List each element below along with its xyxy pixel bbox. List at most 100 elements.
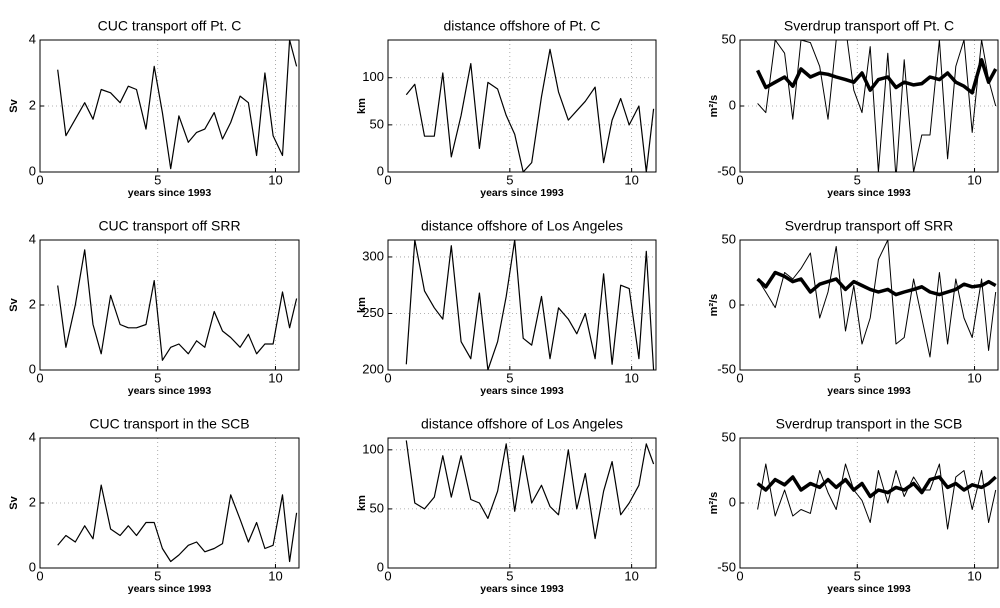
chart-title: CUC transport in the SCB [89, 416, 249, 432]
x-tick-label: 5 [854, 172, 861, 187]
y-tick-label: 50 [722, 429, 736, 444]
y-tick-label: 300 [362, 248, 384, 263]
subplot: 0 2 4 0 5 10 CUC transport in the SCB years sin… [8, 416, 300, 595]
axes-frame [739, 39, 999, 173]
x-tick-label: 10 [967, 568, 981, 583]
chart-title: distance offshore of Los Angeles [421, 416, 623, 432]
y-axis-label: Sv [8, 495, 20, 509]
x-axis-label: years since 1993 [480, 583, 564, 595]
data-line [757, 463, 997, 530]
x-axis-label: years since 1993 [827, 385, 911, 397]
x-tick-label: 10 [624, 172, 638, 187]
x-axis-label: years since 1993 [827, 187, 911, 199]
plot-area [388, 40, 656, 172]
plot-area [388, 438, 656, 568]
y-tick-label: 0 [377, 559, 384, 574]
y-axis-label: km [356, 495, 368, 511]
x-tick-label: 0 [384, 172, 391, 187]
x-tick-label: 5 [154, 172, 161, 187]
x-axis-label: years since 1993 [128, 187, 212, 199]
chart-title: distance offshore of Pt. C [444, 18, 601, 34]
x-tick-label: 10 [624, 370, 638, 385]
y-tick-label: 2 [29, 97, 36, 112]
y-tick-label: 0 [729, 296, 736, 311]
y-tick-label: 0 [729, 97, 736, 112]
data-line [757, 40, 997, 172]
x-tick-label: 10 [624, 568, 638, 583]
axes-frame [387, 39, 657, 173]
chart-title: distance offshore of Los Angeles [421, 218, 623, 234]
y-tick-label: 100 [362, 69, 384, 84]
x-tick-label: 0 [736, 370, 743, 385]
x-tick-label: 5 [854, 370, 861, 385]
y-tick-label: 4 [29, 429, 36, 444]
y-tick-label: 0 [377, 163, 384, 178]
axes-frame [387, 239, 657, 371]
x-tick-label: 5 [154, 370, 161, 385]
y-tick-label: 50 [370, 116, 384, 131]
subplot: 0 50 100 0 5 10 distance offshore of Los Angel… [356, 416, 657, 595]
x-axis-label: years since 1993 [480, 187, 564, 199]
x-tick-label: 5 [506, 370, 513, 385]
data-line [756, 475, 997, 499]
chart-title: Sverdrup transport off SRR [785, 218, 954, 234]
x-axis-label: years since 1993 [827, 583, 911, 595]
y-axis-label: m²/s [708, 95, 720, 118]
y-tick-label: 2 [29, 494, 36, 509]
chart-title: Sverdrup transport off Pt. C [784, 18, 954, 34]
x-axis-label: years since 1993 [480, 385, 564, 397]
y-tick-label: 250 [362, 305, 384, 320]
x-tick-label: 0 [36, 172, 43, 187]
x-tick-label: 0 [36, 568, 43, 583]
y-axis-label: m²/s [708, 294, 720, 317]
axes-frame [39, 39, 300, 173]
y-tick-label: 50 [722, 231, 736, 246]
data-line [57, 484, 298, 563]
y-tick-label: -50 [717, 163, 736, 178]
plot-area [40, 438, 299, 568]
x-tick-label: 0 [384, 370, 391, 385]
x-tick-label: 5 [506, 172, 513, 187]
y-tick-label: -50 [717, 559, 736, 574]
axes-frame [39, 437, 300, 569]
y-axis-label: Sv [8, 297, 20, 311]
x-tick-label: 10 [268, 172, 282, 187]
y-tick-label: 0 [29, 163, 36, 178]
y-axis-label: Sv [8, 98, 20, 112]
y-tick-label: 50 [722, 31, 736, 46]
chart-title: CUC transport off SRR [98, 218, 240, 234]
plot-area [388, 240, 656, 370]
x-axis-label: years since 1993 [128, 385, 212, 397]
axes-frame [39, 239, 300, 371]
y-tick-label: 50 [370, 500, 384, 515]
data-line [405, 440, 655, 540]
x-tick-label: 5 [854, 568, 861, 583]
y-tick-label: 0 [29, 361, 36, 376]
x-axis-label: years since 1993 [128, 583, 212, 595]
y-axis-label: km [356, 297, 368, 313]
axes-frame [739, 437, 999, 569]
x-tick-label: 0 [384, 568, 391, 583]
x-tick-label: 0 [36, 370, 43, 385]
y-tick-label: 100 [362, 441, 384, 456]
subplot: 0 2 4 0 5 10 CUC transport off Pt. C years sinc… [8, 18, 300, 199]
x-tick-label: 10 [268, 370, 282, 385]
y-tick-label: 2 [29, 296, 36, 311]
x-tick-label: 10 [268, 568, 282, 583]
subplot: 0 2 4 0 5 10 CUC transport off SRR years since … [8, 218, 300, 397]
y-tick-label: 0 [729, 494, 736, 509]
x-tick-label: 5 [506, 568, 513, 583]
subplot: 200 250 300 0 5 10 distance offshore of Los An… [356, 218, 657, 397]
x-tick-label: 0 [736, 172, 743, 187]
data-line [405, 48, 655, 172]
x-tick-label: 10 [967, 172, 981, 187]
y-axis-label: km [356, 98, 368, 114]
axes-frame [387, 437, 657, 569]
x-tick-label: 10 [967, 370, 981, 385]
chart-title: CUC transport off Pt. C [98, 18, 242, 34]
y-tick-label: 0 [29, 559, 36, 574]
